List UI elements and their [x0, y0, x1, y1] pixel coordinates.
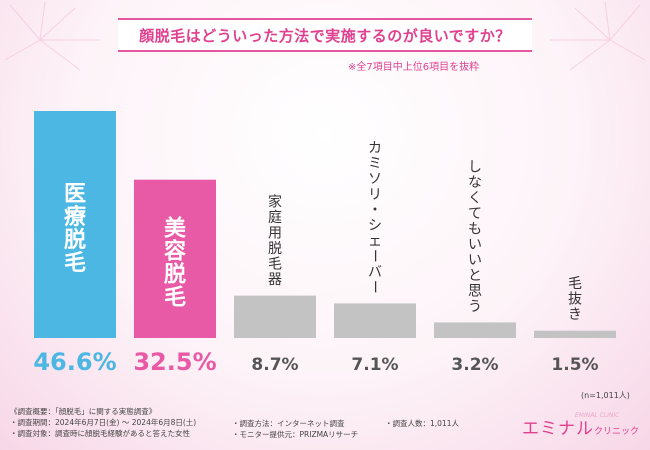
svg-text:て: て — [468, 206, 482, 222]
value-label-4: 7.1% — [351, 355, 398, 375]
svg-text:い: い — [468, 237, 482, 253]
logo-watermark: EMINAL CLINIC — [575, 412, 620, 419]
logo-main: エミナル — [522, 419, 594, 439]
svg-text:バ: バ — [368, 264, 382, 280]
value-label-2: 32.5% — [133, 348, 216, 376]
svg-text:う: う — [468, 299, 482, 315]
svg-text:い: い — [468, 252, 482, 268]
svg-text:毛: 毛 — [268, 257, 282, 273]
svg-text:き: き — [568, 307, 582, 323]
svg-text:器: 器 — [268, 272, 282, 288]
svg-text:な: な — [468, 175, 482, 191]
svg-text:カ: カ — [368, 140, 382, 156]
svg-text:用: 用 — [268, 226, 282, 242]
bar-1 — [34, 111, 116, 338]
value-label-6: 1.5% — [551, 355, 598, 375]
svg-text:脱: 脱 — [268, 241, 282, 257]
svg-text:容: 容 — [164, 239, 186, 265]
bar-6 — [534, 330, 616, 338]
svg-text:ェ: ェ — [368, 233, 382, 249]
svg-text:シ: シ — [368, 218, 382, 234]
value-label-5: 3.2% — [451, 355, 498, 375]
eminal-logo: エミナルクリニック — [522, 414, 639, 439]
svg-text:ー: ー — [366, 280, 382, 294]
survey-method: ・調査方法：インターネット調査 — [232, 419, 345, 428]
svg-text:リ: リ — [368, 187, 382, 203]
svg-text:く: く — [468, 190, 482, 206]
bar-4 — [334, 303, 416, 338]
svg-text:ソ: ソ — [368, 171, 382, 187]
svg-text:家: 家 — [268, 194, 282, 211]
survey-respondents: ・調査人数：1,011人 — [385, 419, 459, 428]
svg-text:庭: 庭 — [268, 209, 282, 226]
selection-note: ※全7項目中上位6項目を抜粋 — [348, 62, 480, 73]
svg-text:医: 医 — [64, 182, 86, 207]
chart-title: 顔脱毛はどういった方法で実施するのが良いですか？ — [118, 18, 532, 52]
bar-3 — [234, 295, 316, 338]
survey-period: ・調査期間：2024年6月7日(金) ～ 2024年6月8日(土) — [10, 418, 197, 427]
logo-sub: クリニック — [594, 427, 640, 437]
value-label-3: 8.7% — [251, 355, 298, 375]
sample-size-note: (n=1,011人) — [581, 391, 630, 400]
svg-text:・: ・ — [368, 202, 382, 218]
svg-text:ミ: ミ — [368, 156, 382, 172]
survey-footer-col2: ・調査方法：インターネット調査 ・モニター提供元：PRIZMAリサーチ — [232, 418, 358, 440]
svg-text:と: と — [468, 268, 482, 284]
survey-footer: 《調査概要：「顔脱毛」に関する実態調査》 ・調査期間：2024年6月7日(金) … — [10, 406, 196, 439]
svg-text:ー: ー — [366, 249, 382, 263]
svg-text:抜: 抜 — [568, 292, 582, 308]
svg-text:毛: 毛 — [568, 276, 582, 292]
svg-text:し: し — [468, 159, 482, 175]
bar-5 — [434, 322, 516, 338]
survey-target: ・調査対象：調査時に顔脱毛経験があると答えた女性 — [10, 429, 190, 438]
svg-text:療: 療 — [64, 204, 86, 230]
svg-text:も: も — [468, 221, 482, 237]
svg-text:脱: 脱 — [164, 263, 186, 288]
category-label-6: 毛抜き — [568, 276, 582, 323]
svg-text:脱: 脱 — [64, 228, 86, 253]
svg-text:思: 思 — [468, 283, 482, 299]
bar-2 — [134, 179, 216, 338]
svg-text:毛: 毛 — [64, 251, 86, 276]
svg-text:毛: 毛 — [164, 286, 186, 311]
survey-footer-col3: ・調査人数：1,011人 — [385, 418, 459, 429]
survey-overview: 《調査概要：「顔脱毛」に関する実態調査》 — [10, 407, 157, 416]
value-label-1: 46.6% — [33, 348, 116, 376]
survey-provider: ・モニター提供元：PRIZMAリサーチ — [232, 430, 359, 439]
svg-text:美: 美 — [164, 216, 187, 242]
